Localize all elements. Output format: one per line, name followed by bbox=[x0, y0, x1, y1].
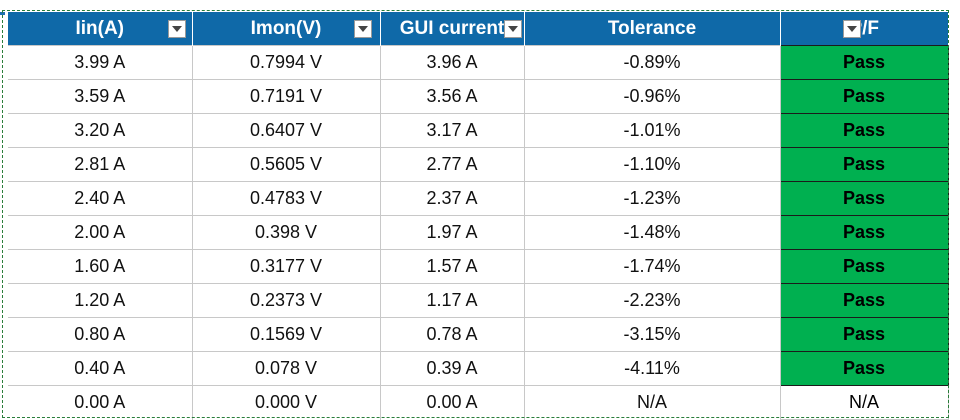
cell-pass-fail[interactable]: Pass bbox=[779, 79, 949, 114]
cell-iin[interactable]: 2.81 A bbox=[8, 147, 193, 182]
cell-iin[interactable]: 3.59 A bbox=[8, 79, 193, 114]
table-row: 2.40 A 0.4783 V 2.37 A -1.23% Pass bbox=[8, 181, 949, 216]
cell-gui-current[interactable]: 0.78 A bbox=[379, 317, 525, 352]
header-label-iin: Iin(A) bbox=[75, 17, 125, 39]
cell-gui-current[interactable]: 2.37 A bbox=[379, 181, 525, 216]
cell-imon[interactable]: 0.5605 V bbox=[191, 147, 381, 182]
table-row: 0.80 A 0.1569 V 0.78 A -3.15% Pass bbox=[8, 317, 949, 352]
cell-imon[interactable]: 0.1569 V bbox=[191, 317, 381, 352]
cell-tolerance[interactable]: N/A bbox=[523, 385, 781, 420]
cell-iin[interactable]: 0.40 A bbox=[8, 351, 193, 386]
chevron-down-icon bbox=[507, 26, 518, 32]
cell-corner-marker bbox=[0, 12, 5, 15]
header-label-tolerance: Tolerance bbox=[607, 17, 697, 39]
cell-iin[interactable]: 1.20 A bbox=[8, 283, 193, 318]
header-pass-fail[interactable]: P/F bbox=[779, 12, 948, 46]
cell-tolerance[interactable]: -4.11% bbox=[523, 351, 781, 386]
cell-pass-fail[interactable]: Pass bbox=[779, 351, 949, 386]
cell-tolerance[interactable]: -1.74% bbox=[523, 249, 781, 284]
cell-imon[interactable]: 0.2373 V bbox=[191, 283, 381, 318]
cell-iin[interactable]: 1.60 A bbox=[8, 249, 193, 284]
cell-tolerance[interactable]: -3.15% bbox=[523, 317, 781, 352]
table-row: 3.59 A 0.7191 V 3.56 A -0.96% Pass bbox=[8, 79, 949, 114]
header-iin[interactable]: Iin(A) bbox=[8, 12, 193, 46]
cell-gui-current[interactable]: 1.57 A bbox=[379, 249, 525, 284]
cell-imon[interactable]: 0.6407 V bbox=[191, 113, 381, 148]
table-row: 0.00 A 0.000 V 0.00 A N/A N/A bbox=[8, 385, 949, 420]
cell-gui-current[interactable]: 0.00 A bbox=[379, 385, 525, 420]
cell-iin[interactable]: 0.00 A bbox=[8, 385, 193, 420]
header-gui-current[interactable]: GUI current bbox=[380, 12, 525, 46]
cell-imon[interactable]: 0.398 V bbox=[191, 215, 381, 250]
cell-pass-fail[interactable]: Pass bbox=[779, 113, 949, 148]
cell-iin[interactable]: 3.99 A bbox=[8, 45, 193, 80]
chevron-down-icon bbox=[357, 26, 368, 32]
cell-imon[interactable]: 0.078 V bbox=[191, 351, 381, 386]
cell-imon[interactable]: 0.7191 V bbox=[191, 79, 381, 114]
cell-tolerance[interactable]: -0.96% bbox=[523, 79, 781, 114]
header-label-imon: Imon(V) bbox=[250, 17, 322, 39]
cell-tolerance[interactable]: -1.48% bbox=[523, 215, 781, 250]
cell-gui-current[interactable]: 3.17 A bbox=[379, 113, 525, 148]
header-tolerance[interactable]: Tolerance bbox=[524, 12, 781, 46]
cell-pass-fail[interactable]: Pass bbox=[779, 317, 949, 352]
table-row: 1.60 A 0.3177 V 1.57 A -1.74% Pass bbox=[8, 249, 949, 284]
table-row: 3.20 A 0.6407 V 3.17 A -1.01% Pass bbox=[8, 113, 949, 148]
filter-dropdown-pass-fail[interactable] bbox=[842, 20, 861, 38]
results-table: Iin(A) Imon(V) GUI current bbox=[8, 12, 949, 420]
table-row: 0.40 A 0.078 V 0.39 A -4.11% Pass bbox=[8, 351, 949, 386]
cell-iin[interactable]: 3.20 A bbox=[8, 113, 193, 148]
cell-iin[interactable]: 2.00 A bbox=[8, 215, 193, 250]
cell-gui-current[interactable]: 3.56 A bbox=[379, 79, 525, 114]
cell-iin[interactable]: 0.80 A bbox=[8, 317, 193, 352]
cell-imon[interactable]: 0.4783 V bbox=[191, 181, 381, 216]
chevron-down-icon bbox=[846, 26, 857, 32]
cell-tolerance[interactable]: -2.23% bbox=[523, 283, 781, 318]
header-label-gui-current: GUI current bbox=[399, 17, 505, 39]
chevron-down-icon bbox=[171, 26, 182, 32]
cell-gui-current[interactable]: 3.96 A bbox=[379, 45, 525, 80]
cell-pass-fail[interactable]: Pass bbox=[779, 283, 949, 318]
cell-pass-fail[interactable]: Pass bbox=[779, 45, 949, 80]
cell-tolerance[interactable]: -1.10% bbox=[523, 147, 781, 182]
table-row: 2.00 A 0.398 V 1.97 A -1.48% Pass bbox=[8, 215, 949, 250]
cell-tolerance[interactable]: -1.01% bbox=[523, 113, 781, 148]
table-row: 1.20 A 0.2373 V 1.17 A -2.23% Pass bbox=[8, 283, 949, 318]
table-row: 2.81 A 0.5605 V 2.77 A -1.10% Pass bbox=[8, 147, 949, 182]
filter-dropdown-imon[interactable] bbox=[353, 20, 372, 38]
cell-gui-current[interactable]: 2.77 A bbox=[379, 147, 525, 182]
filter-dropdown-iin[interactable] bbox=[167, 20, 186, 38]
cell-imon[interactable]: 0.7994 V bbox=[191, 45, 381, 80]
cell-pass-fail[interactable]: Pass bbox=[779, 181, 949, 216]
cell-pass-fail[interactable]: N/A bbox=[779, 385, 949, 420]
cell-tolerance[interactable]: -0.89% bbox=[523, 45, 781, 80]
cell-iin[interactable]: 2.40 A bbox=[8, 181, 193, 216]
cell-imon[interactable]: 0.000 V bbox=[191, 385, 381, 420]
header-imon[interactable]: Imon(V) bbox=[192, 12, 381, 46]
cell-tolerance[interactable]: -1.23% bbox=[523, 181, 781, 216]
header-row: Iin(A) Imon(V) GUI current bbox=[8, 12, 948, 46]
cell-gui-current[interactable]: 1.97 A bbox=[379, 215, 525, 250]
cell-pass-fail[interactable]: Pass bbox=[779, 147, 949, 182]
table-row: 3.99 A 0.7994 V 3.96 A -0.89% Pass bbox=[8, 45, 949, 80]
cell-pass-fail[interactable]: Pass bbox=[779, 249, 949, 284]
cell-imon[interactable]: 0.3177 V bbox=[191, 249, 381, 284]
filter-dropdown-gui-current[interactable] bbox=[503, 20, 522, 38]
cell-gui-current[interactable]: 0.39 A bbox=[379, 351, 525, 386]
cell-gui-current[interactable]: 1.17 A bbox=[379, 283, 525, 318]
cell-pass-fail[interactable]: Pass bbox=[779, 215, 949, 250]
